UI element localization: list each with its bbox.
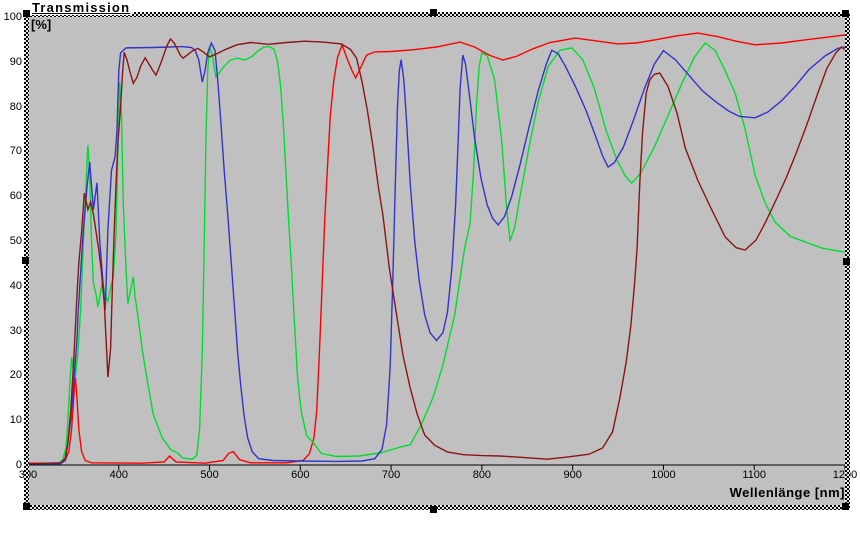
- y-tick-label: 30: [9, 324, 22, 337]
- selection-handle-top-center[interactable]: [430, 9, 437, 16]
- x-tick-label: 600: [291, 469, 310, 481]
- selection-handle-bottom-left[interactable]: [23, 503, 30, 510]
- x-tick-label: 800: [472, 469, 492, 481]
- x-tick-label: 1100: [742, 469, 767, 481]
- y-tick-label: 40: [9, 279, 22, 292]
- y-tick-label: 20: [9, 369, 22, 382]
- y-tick-label: 60: [9, 190, 22, 203]
- series-dark-red-curve[interactable]: [27, 37, 846, 465]
- x-tick-label: 400: [109, 469, 128, 481]
- plot-area[interactable]: [24, 12, 850, 510]
- selection-handle-bottom-right[interactable]: [842, 503, 849, 510]
- selection-handle-middle-right[interactable]: [843, 258, 850, 265]
- selection-border-bottom: [24, 505, 850, 510]
- selection-border-top: [24, 12, 850, 17]
- selection-handle-top-right[interactable]: [842, 10, 849, 17]
- chart-title[interactable]: Transmission: [30, 0, 133, 15]
- y-tick-label: 90: [9, 55, 22, 68]
- y-tick-label: 50: [9, 235, 22, 247]
- y-axis-unit-label: [%]: [31, 17, 52, 32]
- y-tick-label: 80: [9, 100, 22, 113]
- x-tick-label: 900: [563, 469, 582, 481]
- y-tick-label: 100: [3, 11, 22, 23]
- series-red-curve[interactable]: [28, 32, 846, 464]
- series-blue-curve[interactable]: [28, 41, 846, 465]
- y-tick-label: 0: [15, 459, 22, 471]
- x-tick-label: 700: [381, 469, 401, 481]
- selection-handle-top-left[interactable]: [23, 10, 30, 17]
- y-tick-label: 70: [9, 145, 22, 158]
- x-tick-label: 1000: [651, 469, 676, 481]
- x-tick-label: 500: [200, 469, 219, 481]
- selection-handle-middle-left[interactable]: [22, 257, 29, 264]
- selection-handle-bottom-center[interactable]: [430, 506, 437, 513]
- x-axis-title[interactable]: Wellenlänge [nm]: [729, 485, 845, 500]
- y-tick-label: 10: [9, 414, 22, 427]
